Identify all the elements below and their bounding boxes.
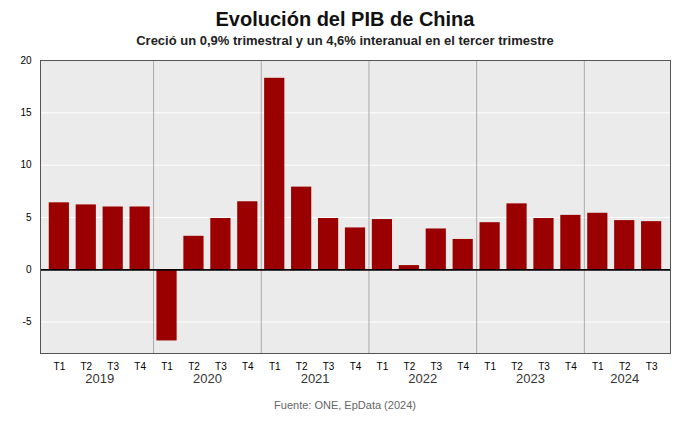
svg-text:T3: T3 xyxy=(322,360,335,372)
svg-text:T2: T2 xyxy=(80,360,93,372)
svg-text:T1: T1 xyxy=(54,361,66,372)
svg-text:T2: T2 xyxy=(188,360,200,372)
svg-text:-5: -5 xyxy=(23,316,32,327)
svg-text:T4: T4 xyxy=(350,361,362,372)
svg-text:10: 10 xyxy=(20,159,32,170)
svg-text:2023: 2023 xyxy=(516,371,545,386)
svg-text:T1: T1 xyxy=(592,361,604,372)
html-text:Creció un 0,9% trimestral y un: Creció un 0,9% trimestral y un 4,6% inte… xyxy=(136,33,554,48)
svg-text:0: 0 xyxy=(26,264,32,275)
svg-text:T3: T3 xyxy=(430,360,443,372)
html-text:Evolución del PIB de China: Evolución del PIB de China xyxy=(215,8,475,30)
svg-text:T3: T3 xyxy=(215,360,227,372)
svg-text:T4: T4 xyxy=(565,361,577,372)
svg-text:2024: 2024 xyxy=(610,371,639,386)
svg-text:T3: T3 xyxy=(538,360,550,372)
svg-text:T1: T1 xyxy=(161,361,173,372)
svg-text:T4: T4 xyxy=(242,361,254,372)
svg-text:T1: T1 xyxy=(269,361,281,372)
svg-text:T4: T4 xyxy=(457,361,469,372)
svg-text:T1: T1 xyxy=(484,361,496,372)
svg-text:2021: 2021 xyxy=(301,371,330,386)
svg-text:T1: T1 xyxy=(377,361,389,372)
svg-text:2019: 2019 xyxy=(85,371,114,386)
svg-text:T3: T3 xyxy=(107,360,119,372)
svg-text:5: 5 xyxy=(26,212,32,223)
svg-text:T2: T2 xyxy=(295,360,308,372)
svg-text:2020: 2020 xyxy=(193,371,222,386)
svg-text:T2: T2 xyxy=(618,360,631,372)
html-text:Fuente: ONE, EpData (2024): Fuente: ONE, EpData (2024) xyxy=(274,399,416,411)
svg-text:T3: T3 xyxy=(646,361,658,372)
svg-text:20: 20 xyxy=(20,55,32,66)
svg-text:T4: T4 xyxy=(134,361,146,372)
svg-text:T2: T2 xyxy=(403,360,416,372)
svg-text:2022: 2022 xyxy=(408,371,437,386)
svg-text:T2: T2 xyxy=(511,360,523,372)
svg-text:15: 15 xyxy=(20,107,32,118)
